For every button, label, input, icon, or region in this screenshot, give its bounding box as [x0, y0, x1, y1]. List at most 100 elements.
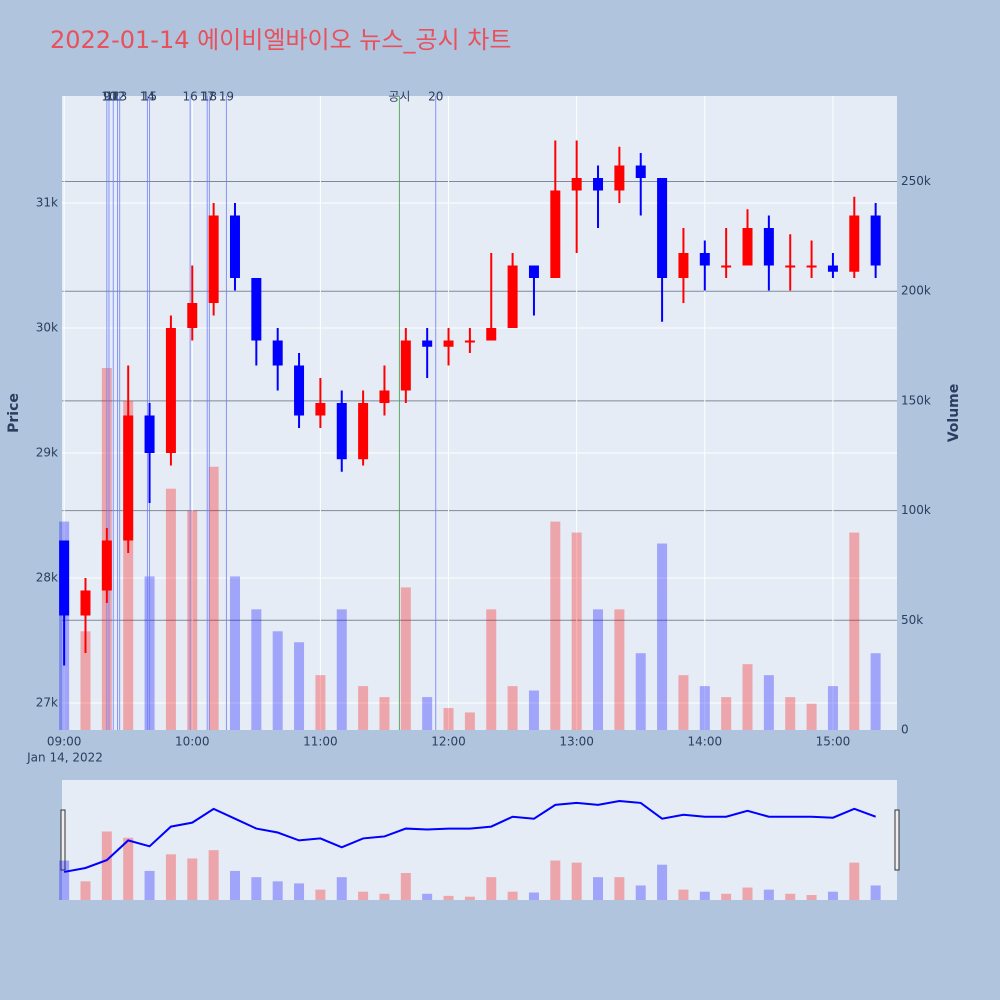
volume-bar [827, 686, 838, 730]
candle-body [486, 328, 497, 341]
candle-body [806, 265, 817, 268]
volume-bar [294, 642, 305, 730]
mini-volume-bar [379, 893, 390, 900]
event-label: 16 [182, 90, 197, 104]
candle-body [144, 415, 155, 453]
mini-volume-bar [336, 877, 347, 900]
candle-body [101, 540, 112, 591]
candle-body [59, 540, 70, 616]
x-tick-label: 13:00 [559, 735, 594, 749]
event-label: 12 [110, 90, 125, 104]
event-label: 13 [112, 90, 127, 104]
mini-volume-bar [806, 895, 817, 900]
mini-volume-bar [229, 870, 240, 900]
volume-bar [785, 697, 796, 730]
event-label: 14 [140, 90, 155, 104]
candle-body [507, 265, 518, 328]
mini-volume-bar [358, 891, 369, 900]
candle-body [422, 340, 433, 347]
candle-body [272, 340, 283, 366]
mini-volume-bar [678, 889, 689, 900]
plot-area [62, 96, 897, 730]
volume-bar [870, 653, 881, 730]
volume-bar [208, 466, 219, 730]
volume-bar [379, 697, 390, 730]
mini-volume-bar [593, 877, 604, 900]
volume-bar [272, 631, 283, 730]
candle-body [336, 403, 347, 460]
event-label: 공시 [388, 90, 410, 104]
volume-bar [165, 488, 176, 730]
mini-volume-bar [315, 889, 326, 900]
y2-tick-label: 200k [901, 284, 931, 298]
candle-body [165, 328, 176, 453]
volume-bar [763, 675, 774, 730]
mini-volume-bar [827, 891, 838, 900]
y2-tick-label: 150k [901, 393, 931, 407]
mini-volume-bar [165, 854, 176, 900]
mini-volume-bar [251, 877, 262, 900]
candle-body [571, 178, 582, 191]
y-tick-label: 31k [36, 196, 58, 210]
candle-body [187, 303, 198, 328]
event-label: 17 [200, 90, 215, 104]
x-tick-label: 10:00 [175, 735, 210, 749]
volume-bar [123, 400, 134, 730]
x-tick-label: 12:00 [431, 735, 466, 749]
volume-bar [699, 686, 710, 730]
volume-bar [507, 686, 518, 730]
mini-volume-bar [272, 881, 283, 900]
candle-body [464, 340, 475, 343]
mini-volume-bar [208, 850, 219, 900]
volume-bar [229, 576, 240, 730]
candle-body [251, 278, 262, 341]
volume-bar [443, 708, 454, 730]
x-tick-label: 11:00 [303, 735, 338, 749]
volume-bar [678, 675, 689, 730]
x-tick-label: 15:00 [816, 735, 851, 749]
x-date-label: Jan 14, 2022 [26, 751, 103, 765]
x-tick-label: 09:00 [47, 735, 82, 749]
volume-bar [80, 631, 91, 730]
candle-body [657, 178, 668, 278]
event-label: 15 [142, 90, 157, 104]
candle-body [208, 215, 219, 303]
candle-body [721, 265, 732, 268]
volume-bar [486, 609, 497, 730]
candle-body [400, 340, 411, 391]
mini-volume-bar [101, 831, 112, 900]
mini-volume-bar [785, 893, 796, 900]
mini-volume-bar [742, 887, 753, 900]
volume-bar [571, 532, 582, 730]
candle-body [229, 215, 240, 278]
volume-bar [251, 609, 262, 730]
candle-body [614, 165, 625, 191]
mini-volume-bar [486, 877, 497, 900]
mini-volume-bar [144, 870, 155, 900]
y2-axis-title: Volume [946, 384, 962, 443]
y-tick-label: 30k [36, 321, 58, 335]
mini-volume-bar [699, 891, 710, 900]
candle-body [678, 253, 689, 278]
mini-volume-bar [294, 883, 305, 900]
candle-body [80, 590, 91, 616]
mini-volume-bar [443, 895, 454, 900]
mini-volume-bar [635, 885, 646, 900]
mini-price-line [63, 799, 876, 873]
volume-bar [614, 609, 625, 730]
candle-body [785, 265, 796, 268]
y2-tick-label: 250k [901, 174, 931, 188]
candle-body [294, 365, 305, 416]
volume-bar [849, 532, 860, 730]
mini-volume-bar [123, 837, 134, 900]
candle-body [870, 215, 881, 266]
mini-volume-bar [187, 858, 198, 900]
mini-volume-bar [464, 896, 475, 900]
range-handle[interactable] [894, 809, 900, 871]
range-handle[interactable] [60, 809, 66, 871]
volume-bar [593, 609, 604, 730]
candle-body [593, 178, 604, 191]
volume-bar [721, 697, 732, 730]
candle-body [315, 403, 326, 416]
range-slider[interactable] [62, 780, 897, 900]
